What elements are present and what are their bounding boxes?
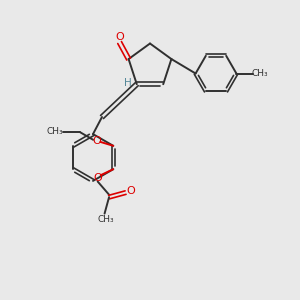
Text: O: O [93, 172, 102, 183]
Text: O: O [127, 186, 135, 196]
Text: O: O [115, 32, 124, 42]
Text: H: H [124, 78, 132, 88]
Text: CH₃: CH₃ [98, 215, 114, 224]
Text: O: O [92, 136, 101, 146]
Text: CH₃: CH₃ [251, 69, 268, 78]
Text: CH₃: CH₃ [47, 127, 63, 136]
